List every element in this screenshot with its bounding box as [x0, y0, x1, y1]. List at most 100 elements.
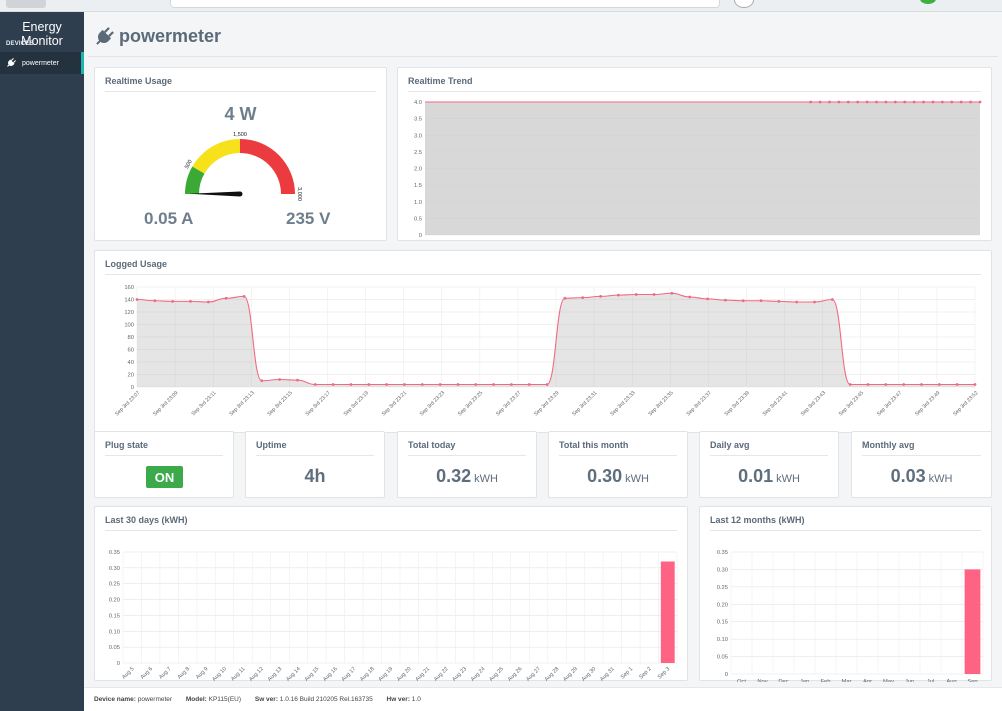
x-tick-label: Aug 16: [322, 666, 339, 682]
x-tick-label: Sep 3rd 23:43: [800, 390, 827, 417]
x-tick-label: Sep 1: [620, 666, 634, 680]
y-tick-label: 0.20: [109, 598, 120, 604]
x-tick-label: Aug 21: [415, 666, 432, 682]
power-readout: 4 W: [224, 104, 257, 124]
browser-button[interactable]: [6, 0, 46, 8]
footer-label: Hw ver:: [386, 696, 410, 703]
realtime-trend-chart: 0 0.5 1.0 1.5 2.0 2.5 3.0 3.5 4.0: [414, 100, 982, 239]
y-tick-label: 0: [419, 233, 422, 239]
x-tick-label: Sep 3rd 23:15: [266, 390, 293, 417]
gauge-tick-label: 3,000: [296, 187, 302, 201]
data-point: [912, 100, 916, 104]
x-tick-label: Sep 3rd 23:21: [381, 390, 408, 417]
data-point: [224, 296, 228, 300]
x-tick-label: Aug 10: [211, 666, 228, 682]
data-point: [973, 383, 977, 386]
sidebar-item-powermeter[interactable]: powermeter: [0, 52, 84, 74]
data-point: [581, 296, 585, 300]
card-title: Realtime Trend: [408, 76, 473, 86]
x-tick-label: Sep 3rd 23:45: [838, 390, 865, 417]
uptime-card: Uptime 4h: [245, 431, 385, 498]
y-tick-label: 2.5: [414, 150, 422, 156]
card-title: Total this month: [559, 440, 629, 450]
data-point: [856, 100, 860, 104]
data-point: [153, 299, 157, 303]
data-point: [759, 299, 763, 303]
data-point: [385, 383, 389, 386]
browser-address-bar[interactable]: [170, 0, 720, 8]
data-point: [865, 100, 869, 104]
x-tick-label: Sep 3rd 23:49: [914, 390, 941, 417]
x-tick-label: Sep 3rd 23:29: [533, 390, 560, 417]
x-tick-label: Aug 29: [562, 666, 579, 682]
card-title: Logged Usage: [105, 259, 168, 269]
x-tick-label: Sep 3rd 23:25: [457, 390, 484, 417]
stat-number: 0.30: [587, 466, 623, 486]
data-point: [563, 296, 567, 300]
card-title: Last 12 months (kWH): [710, 515, 805, 525]
stat-number: 0.03: [890, 466, 926, 486]
y-tick-label: 0: [131, 385, 134, 391]
realtime-usage-card: Realtime Usage 4 W 500 1,500 3,000 0.05 A …: [94, 67, 387, 241]
x-tick-label: Aug 27: [525, 666, 542, 682]
y-tick-label: 140: [124, 298, 134, 304]
x-tick-label: Apr: [863, 679, 872, 682]
x-tick-label: Nov: [757, 679, 767, 682]
footer-model: Model: KP115(EU): [186, 696, 247, 703]
y-tick-label: 0: [117, 661, 120, 667]
data-point: [795, 300, 799, 304]
x-tick-label: Aug 8: [177, 666, 191, 680]
y-tick-label: 3.0: [414, 133, 422, 139]
y-tick-label: 3.5: [414, 117, 422, 123]
device-info-footer: Device name: powermeter Model: KP115(EU)…: [84, 687, 1002, 711]
last-12-months-card: Last 12 months (kWH) 0 0.05 0.10 0.15 0.20 0.…: [699, 506, 992, 682]
card-divider: [559, 455, 677, 456]
y-tick-label: 80: [128, 335, 134, 341]
x-tick-label: Aug 24: [470, 666, 487, 682]
data-point: [955, 383, 959, 386]
current-readout: 0.05 A: [144, 209, 194, 228]
data-point: [818, 100, 822, 104]
x-tick-label: Sep 3rd 23:23: [419, 390, 446, 417]
data-point: [846, 100, 850, 104]
x-tick-label: Aug 11: [230, 666, 246, 682]
data-point: [884, 100, 888, 104]
data-point: [950, 100, 954, 104]
x-tick-label: Sep 3rd 23:07: [114, 390, 141, 417]
data-point: [652, 293, 656, 296]
x-tick-label: Sep 3rd 23:39: [724, 390, 751, 417]
plug-state-badge[interactable]: ON: [146, 466, 183, 488]
data-point: [438, 383, 442, 386]
y-tick-label: 0.30: [109, 566, 120, 572]
stat-value: 0.01 kWH: [700, 466, 838, 487]
data-point: [171, 299, 175, 303]
y-tick-label: 100: [124, 323, 134, 329]
sidebar-item-label: powermeter: [22, 59, 59, 67]
data-point: [456, 383, 460, 386]
y-tick-label: 0.10: [109, 629, 120, 635]
footer-device-name: Device name: powermeter: [94, 696, 178, 703]
logged-usage-chart: 0 20 40 60 80 100 120 140 160 Sep 3rd 23:07 Sep 3r…: [114, 285, 979, 417]
logged-usage-card: Logged Usage 0 20 40 60 80 100 120 140 160 Sep 3r…: [94, 250, 992, 433]
x-tick-label: Feb: [821, 679, 831, 682]
app-title: Energy Monitor: [21, 20, 63, 48]
y-tick-label: 0.25: [717, 585, 728, 591]
data-point: [242, 294, 246, 298]
stat-number: 0.01: [738, 466, 774, 486]
stat-value: 0.30 kWH: [549, 466, 687, 487]
x-tick-label: Sep 3rd 23:11: [191, 390, 218, 417]
data-point: [688, 295, 692, 299]
browser-circle-button[interactable]: [734, 0, 754, 8]
card-title: Daily avg: [710, 440, 750, 450]
series-area: [137, 293, 975, 387]
x-tick-label: Aug 20: [396, 666, 413, 682]
gauge-needle: [189, 191, 241, 197]
x-tick-label: Aug: [946, 679, 956, 682]
x-tick-label: Aug 6: [140, 666, 154, 680]
x-tick-label: Sep 3rd 23:35: [647, 390, 674, 417]
x-tick-label: Aug 22: [433, 666, 450, 682]
y-tick-label: 0.35: [717, 550, 728, 556]
data-point: [260, 379, 264, 383]
card-divider: [408, 455, 526, 456]
card-divider: [105, 274, 981, 275]
